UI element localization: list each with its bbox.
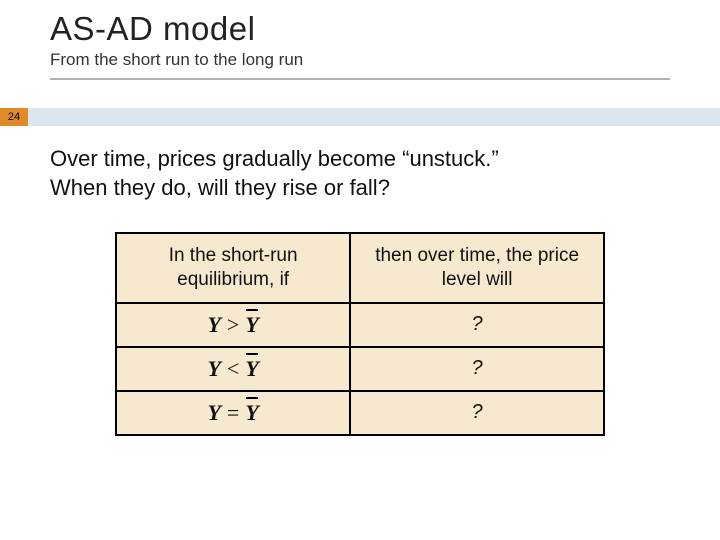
title-underline [50, 78, 670, 80]
condition-cell: Y>Y [116, 303, 350, 347]
table-row: Y=Y ? [116, 391, 604, 435]
rhs-symbol: Y [245, 312, 258, 338]
page-number: 24 [0, 108, 28, 126]
body-line-1: Over time, prices gradually become “unst… [50, 145, 670, 174]
condition-cell: Y=Y [116, 391, 350, 435]
rhs-symbol: Y [245, 356, 258, 382]
lhs-symbol: Y [207, 356, 220, 381]
body-line-2: When they do, will they rise or fall? [50, 174, 670, 203]
slide-subtitle: From the short run to the long run [50, 50, 720, 70]
header-right: then over time, the price level will [350, 233, 604, 303]
answer-cell: ? [350, 391, 604, 435]
table-wrap: In the short-run equilibrium, if then ov… [115, 232, 605, 436]
table-row: Y<Y ? [116, 347, 604, 391]
header-left: In the short-run equilibrium, if [116, 233, 350, 303]
lhs-symbol: Y [207, 400, 220, 425]
slide: AS-AD model From the short run to the lo… [0, 0, 720, 540]
slide-title: AS-AD model [50, 10, 720, 48]
operator: = [221, 400, 245, 425]
body-text: Over time, prices gradually become “unst… [50, 145, 670, 202]
accent-bar [0, 108, 720, 126]
answer-cell: ? [350, 347, 604, 391]
operator: < [221, 356, 245, 381]
title-block: AS-AD model From the short run to the lo… [0, 0, 720, 74]
comparison-table: In the short-run equilibrium, if then ov… [115, 232, 605, 436]
table-header-row: In the short-run equilibrium, if then ov… [116, 233, 604, 303]
answer-cell: ? [350, 303, 604, 347]
operator: > [221, 312, 245, 337]
lhs-symbol: Y [207, 312, 220, 337]
rhs-symbol: Y [245, 400, 258, 426]
condition-cell: Y<Y [116, 347, 350, 391]
table-row: Y>Y ? [116, 303, 604, 347]
